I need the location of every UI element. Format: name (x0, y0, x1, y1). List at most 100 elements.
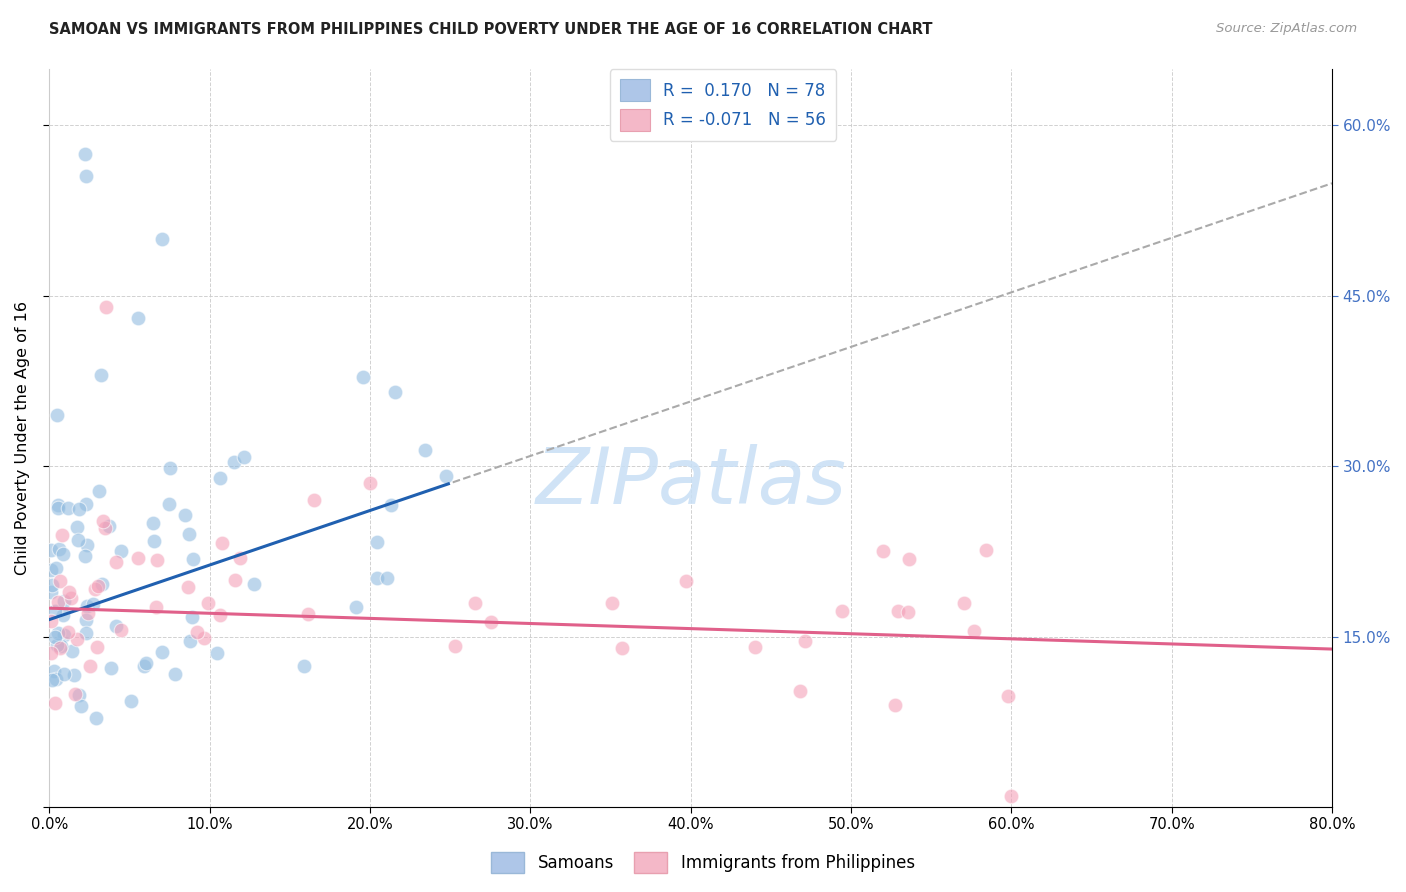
Point (44, 697, 66, 711)
Point (53, 593, 76, 607)
Point (45, 561, 67, 575)
Point (897, 552, 920, 566)
Point (186, 625, 208, 640)
Point (183, 552, 205, 566)
Point (104, 619, 127, 633)
Point (94, 521, 117, 535)
Point (197, 596, 219, 610)
Point (41, 673, 63, 687)
Point (150, 232, 173, 246)
Point (46, 595, 69, 609)
Point (91, 514, 114, 528)
Point (59, 591, 82, 606)
Point (464, 596, 486, 610)
Point (105, 555, 128, 569)
Point (127, 311, 149, 326)
Text: ZIPatlas: ZIPatlas (536, 444, 846, 520)
Point (610, 641, 633, 656)
Point (41, 562, 63, 576)
Point (39, 646, 62, 660)
Point (76, 599, 98, 614)
Point (413, 442, 436, 457)
Point (52, 547, 75, 561)
Point (229, 551, 252, 566)
Point (46, 408, 69, 422)
Point (233, 450, 256, 464)
Point (224, 573, 246, 587)
Point (48, 541, 70, 556)
Y-axis label: Child Poverty Under the Age of 16: Child Poverty Under the Age of 16 (15, 301, 30, 574)
Point (58, 585, 80, 599)
Point (974, 543, 997, 558)
Point (886, 604, 908, 618)
Point (127, 550, 149, 565)
Point (380, 498, 402, 512)
Point (84, 711, 107, 725)
Point (66, 520, 89, 534)
Point (897, 605, 920, 619)
Point (75, 625, 97, 640)
Point (884, 698, 907, 712)
Point (76, 538, 98, 552)
Point (600, 596, 623, 610)
Point (44, 630, 66, 644)
Point (70, 698, 93, 713)
Point (163, 666, 186, 681)
Point (359, 476, 381, 491)
Point (222, 455, 245, 469)
Point (208, 471, 231, 485)
Text: Source: ZipAtlas.com: Source: ZipAtlas.com (1216, 22, 1357, 36)
Point (46, 498, 69, 512)
Point (434, 469, 457, 483)
Point (53, 667, 76, 681)
Point (49, 640, 72, 655)
Point (135, 656, 157, 670)
Point (51, 640, 73, 654)
Point (179, 527, 201, 541)
Point (179, 633, 201, 648)
Point (1000, 789, 1022, 803)
Point (91, 576, 114, 591)
Point (110, 623, 132, 637)
Point (46, 501, 69, 516)
Point (67, 533, 90, 547)
Point (42, 664, 65, 678)
Point (366, 534, 388, 549)
Point (181, 609, 204, 624)
Point (39, 614, 62, 628)
Point (794, 633, 817, 648)
Point (150, 645, 173, 659)
Point (132, 659, 155, 673)
Point (67, 501, 90, 516)
Point (75, 613, 97, 627)
Point (443, 639, 465, 653)
Point (67, 688, 90, 702)
Point (76, 607, 98, 621)
Point (789, 683, 811, 698)
Point (193, 631, 215, 645)
Point (75, 497, 97, 511)
Point (997, 690, 1019, 704)
Point (120, 693, 142, 707)
Point (75, 169, 97, 184)
Point (292, 659, 315, 673)
Point (56, 624, 79, 639)
Point (84, 582, 107, 597)
Point (45, 638, 67, 652)
Point (243, 577, 266, 591)
Point (675, 574, 697, 588)
Point (98, 518, 121, 533)
Point (49, 574, 72, 589)
Point (952, 596, 974, 610)
Point (375, 570, 398, 584)
Point (831, 604, 853, 618)
Point (344, 599, 367, 614)
Point (157, 497, 180, 511)
Point (100, 660, 122, 674)
Point (39, 585, 62, 599)
Point (744, 640, 766, 655)
Point (87, 483, 110, 498)
Point (51, 528, 73, 542)
Point (142, 534, 165, 549)
Legend: Samoans, Immigrants from Philippines: Samoans, Immigrants from Philippines (485, 846, 921, 880)
